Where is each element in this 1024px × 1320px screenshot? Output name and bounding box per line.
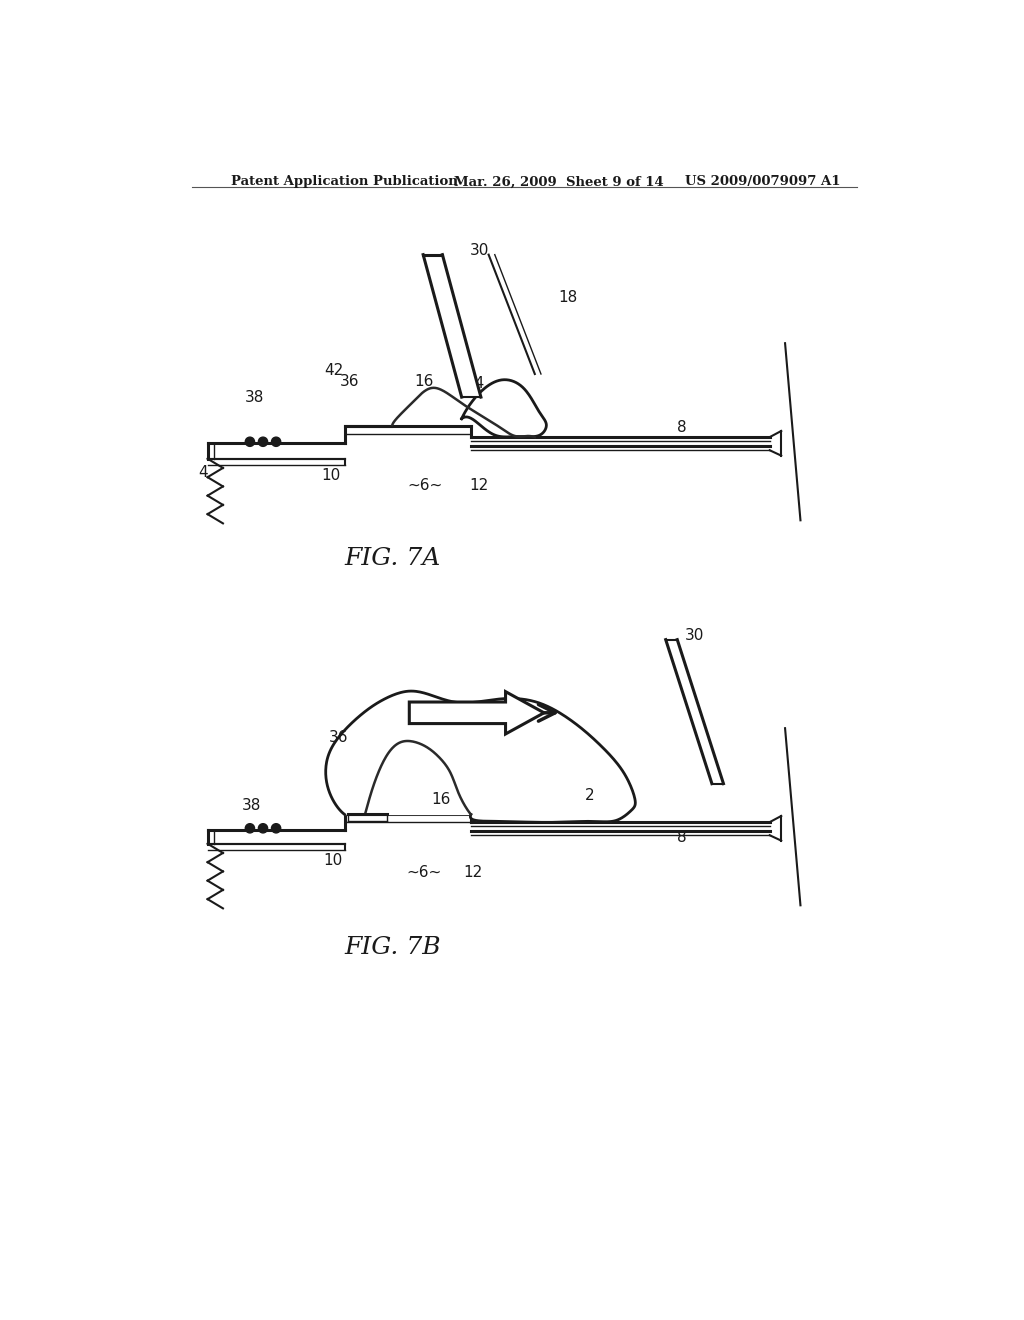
- Circle shape: [258, 437, 267, 446]
- Text: 18: 18: [558, 289, 578, 305]
- Circle shape: [246, 437, 255, 446]
- Text: 10: 10: [322, 469, 341, 483]
- Text: Mar. 26, 2009  Sheet 9 of 14: Mar. 26, 2009 Sheet 9 of 14: [454, 176, 664, 189]
- Circle shape: [271, 824, 281, 833]
- Text: 36: 36: [340, 374, 359, 389]
- Text: 30: 30: [685, 628, 705, 643]
- Text: 8: 8: [677, 830, 687, 845]
- Text: US 2009/0079097 A1: US 2009/0079097 A1: [685, 176, 841, 189]
- Text: 2: 2: [585, 788, 595, 804]
- Text: 12: 12: [463, 866, 482, 880]
- Polygon shape: [326, 692, 635, 822]
- Text: 8: 8: [677, 420, 687, 436]
- Text: 42: 42: [325, 363, 344, 378]
- Text: 16: 16: [431, 792, 451, 807]
- Text: 36: 36: [330, 730, 349, 744]
- Polygon shape: [423, 255, 481, 397]
- Text: 38: 38: [245, 389, 264, 405]
- Text: ~6~: ~6~: [408, 478, 443, 494]
- Text: 30: 30: [469, 243, 488, 259]
- FancyArrow shape: [410, 692, 544, 734]
- Text: 38: 38: [243, 797, 261, 813]
- Polygon shape: [462, 380, 547, 437]
- Text: ~6~: ~6~: [407, 866, 441, 880]
- Text: 16: 16: [414, 374, 433, 389]
- Circle shape: [258, 824, 267, 833]
- Text: 10: 10: [323, 853, 342, 869]
- Text: Patent Application Publication: Patent Application Publication: [230, 176, 458, 189]
- Text: FIG. 7A: FIG. 7A: [344, 548, 440, 570]
- Text: 4: 4: [199, 465, 208, 480]
- Circle shape: [246, 824, 255, 833]
- Polygon shape: [666, 640, 724, 784]
- Circle shape: [271, 437, 281, 446]
- Text: FIG. 7B: FIG. 7B: [344, 936, 440, 960]
- Text: 44: 44: [466, 376, 484, 391]
- Text: 12: 12: [469, 478, 488, 494]
